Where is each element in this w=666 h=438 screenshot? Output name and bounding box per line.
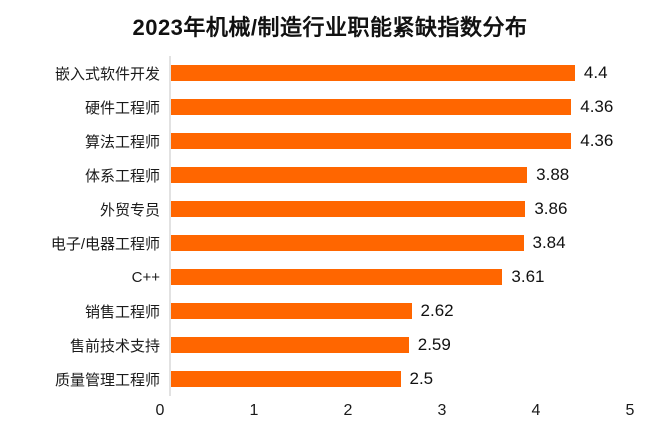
bar-row: 销售工程师 2.62	[4, 294, 656, 328]
bar-row: 售前技术支持 2.59	[4, 328, 656, 362]
category-label: C++	[131, 268, 160, 286]
bar-track: 2.59	[169, 328, 630, 362]
bar-track: 2.62	[169, 294, 630, 328]
bar-value-label: 4.4	[583, 63, 608, 82]
bar-value-label: 2.59	[417, 335, 451, 354]
bar-track: 4.36	[169, 90, 630, 124]
bar	[171, 269, 503, 285]
category-label: 销售工程师	[84, 303, 160, 321]
bar	[171, 303, 412, 319]
bar-value-label: 3.84	[532, 233, 566, 252]
x-tick-label: 5	[625, 402, 635, 419]
bar-row: 嵌入式软件开发 4.4	[4, 56, 656, 90]
bar	[171, 201, 526, 217]
x-tick-label: 2	[343, 402, 353, 419]
bar	[171, 167, 528, 183]
category-label: 算法工程师	[84, 133, 160, 151]
bar-value-label: 2.5	[409, 369, 434, 388]
bar-track: 4.4	[169, 56, 630, 90]
bar-track: 3.88	[169, 158, 630, 192]
chart-plot-area: 嵌入式软件开发 4.4 硬件工程师 4.36 算法工程师 4.36 体系工程师 …	[4, 56, 656, 396]
bar	[171, 99, 572, 115]
x-tick-label: 1	[249, 402, 259, 419]
bar-track: 4.36	[169, 124, 630, 158]
x-axis: 0 1 2 3 4 5	[4, 402, 656, 426]
category-label: 质量管理工程师	[54, 371, 160, 389]
bar	[171, 235, 524, 251]
bar-row: 体系工程师 3.88	[4, 158, 656, 192]
chart-title: 2023年机械/制造行业职能紧缺指数分布	[132, 15, 528, 40]
x-tick-label: 3	[437, 402, 447, 419]
bar-row: C++ 3.61	[4, 260, 656, 294]
bar-track: 3.86	[169, 192, 630, 226]
bar-value-label: 2.62	[420, 301, 454, 320]
category-label: 电子/电器工程师	[50, 235, 160, 253]
bar-value-label: 3.88	[536, 165, 570, 184]
category-label: 硬件工程师	[84, 99, 160, 117]
category-label: 售前技术支持	[69, 337, 160, 355]
x-axis-ticks: 0 1 2 3 4 5	[156, 402, 635, 426]
bar	[171, 65, 575, 81]
bar-track: 2.5	[169, 362, 630, 396]
bar-value-label: 4.36	[580, 131, 614, 150]
x-axis-spacer	[4, 402, 160, 426]
bar-track: 3.61	[169, 260, 630, 294]
x-tick-label: 4	[531, 402, 541, 419]
bar-value-label: 4.36	[580, 97, 614, 116]
category-label: 体系工程师	[84, 167, 160, 185]
bar-row: 外贸专员 3.86	[4, 192, 656, 226]
bar	[171, 371, 401, 387]
bar-row: 电子/电器工程师 3.84	[4, 226, 656, 260]
bar-row: 算法工程师 4.36	[4, 124, 656, 158]
category-label: 外贸专员	[99, 201, 160, 219]
bar-value-label: 3.61	[511, 267, 545, 286]
bar-track: 3.84	[169, 226, 630, 260]
bar	[171, 133, 572, 149]
bar	[171, 337, 409, 353]
bar-row: 硬件工程师 4.36	[4, 90, 656, 124]
bar-row: 质量管理工程师 2.5	[4, 362, 656, 396]
category-label: 嵌入式软件开发	[54, 65, 160, 83]
bar-value-label: 3.86	[534, 199, 568, 218]
x-tick-label: 0	[155, 402, 165, 419]
